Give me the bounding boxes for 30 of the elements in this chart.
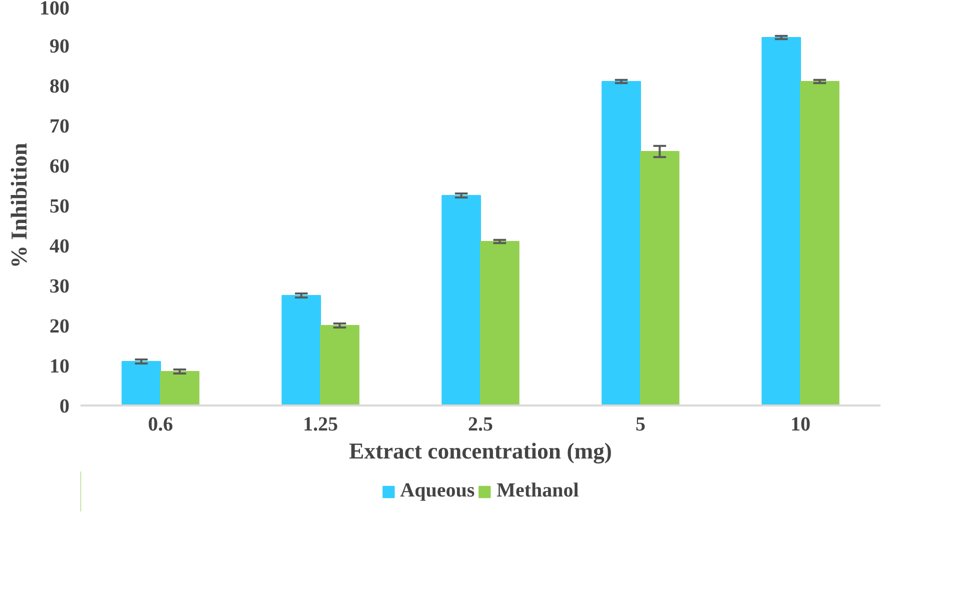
- y-axis-title: % Inhibition: [6, 142, 32, 268]
- bar: [602, 81, 641, 406]
- bar: [640, 151, 680, 406]
- bar: [320, 325, 360, 406]
- x-tick-label: 5: [636, 414, 646, 436]
- bar: [122, 361, 161, 406]
- y-tick-label: 10: [50, 356, 70, 378]
- bar: [800, 81, 840, 406]
- y-tick-label: 20: [50, 316, 70, 338]
- y-tick-label: 70: [50, 116, 70, 138]
- bar: [762, 37, 801, 406]
- y-tick-label: 80: [50, 76, 70, 98]
- bar: [282, 295, 321, 406]
- bar: [442, 195, 481, 406]
- y-tick-label: 40: [50, 236, 70, 258]
- legend-label: Methanol: [496, 480, 579, 502]
- y-tick-label: 30: [50, 276, 70, 298]
- y-tick-label: 0: [60, 396, 70, 418]
- y-tick-label: 60: [50, 156, 70, 178]
- x-tick-label: 0.6: [148, 414, 173, 436]
- y-tick-label: 50: [50, 196, 70, 218]
- legend-label: Aqueous: [400, 480, 475, 502]
- x-tick-label: 1.25: [303, 414, 338, 436]
- x-axis-title: Extract concentration (mg): [349, 438, 612, 464]
- x-tick-label: 10: [790, 414, 810, 436]
- bar: [480, 241, 520, 406]
- bar: [160, 371, 200, 406]
- y-tick-label: 100: [40, 0, 70, 20]
- x-tick-label: 2.5: [468, 414, 493, 436]
- y-tick-label: 90: [50, 36, 70, 58]
